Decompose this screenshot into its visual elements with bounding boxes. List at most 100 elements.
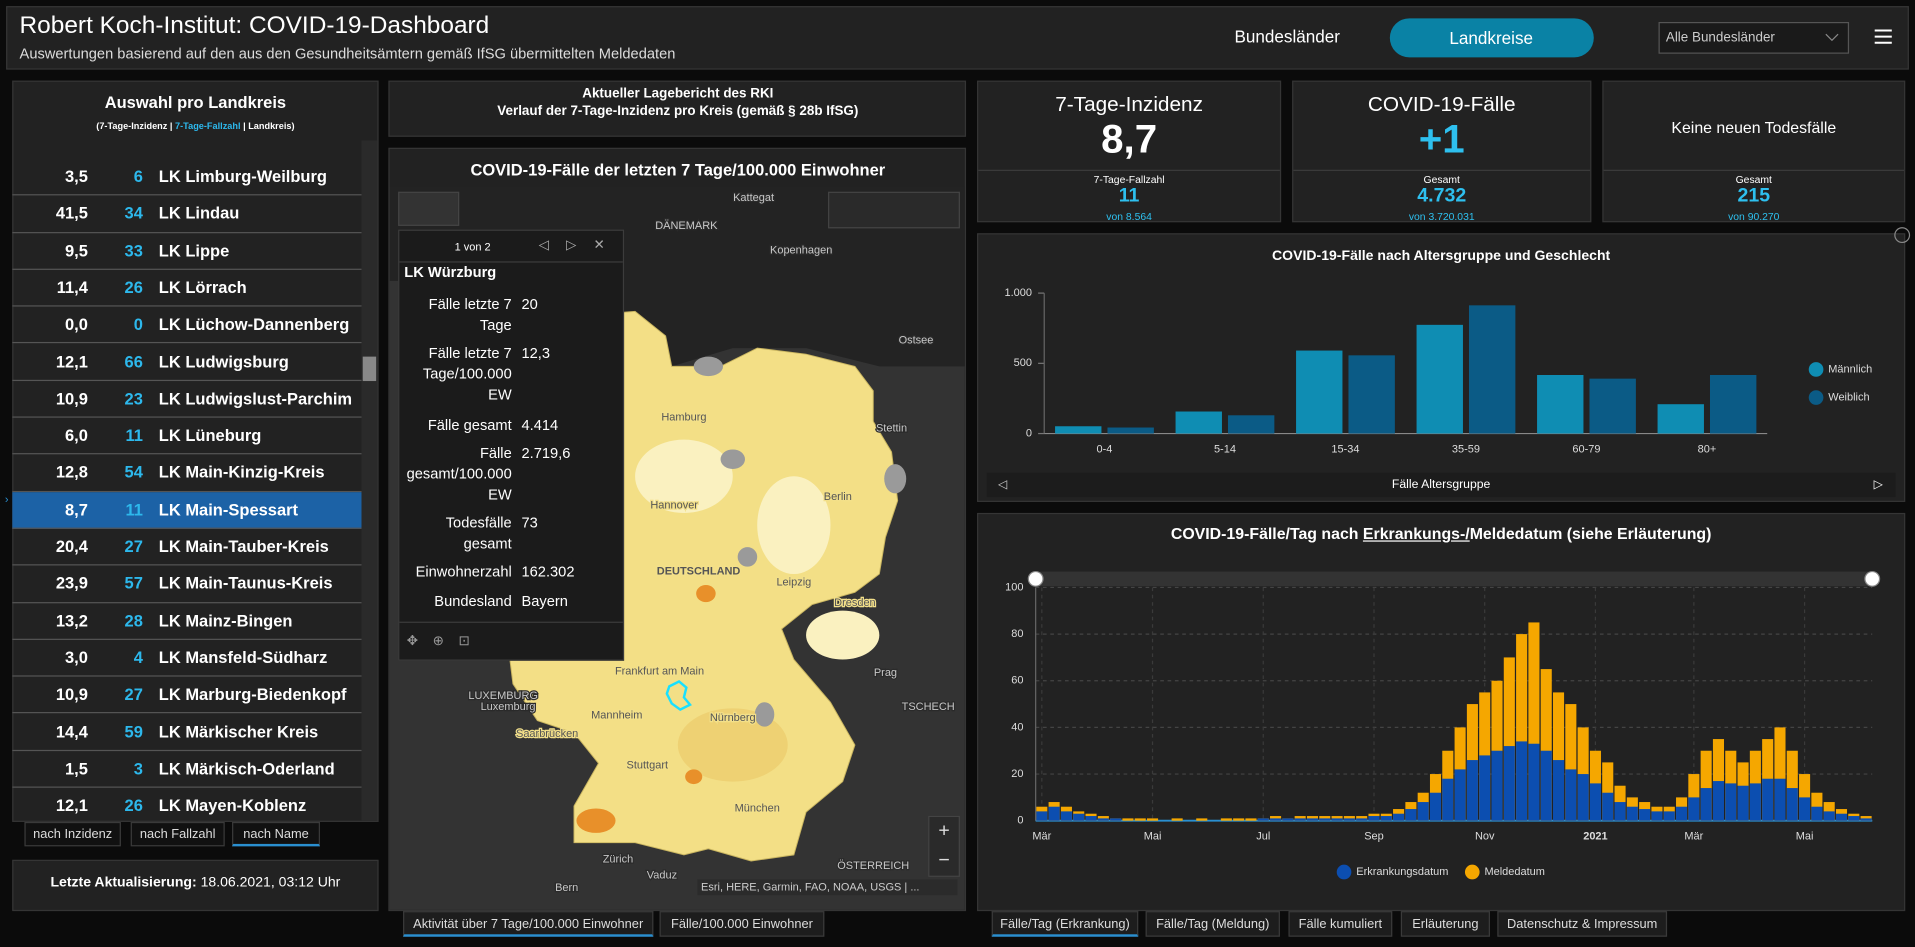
list-row[interactable]: 20,4 27 LK Main-Tauber-Kreis	[12, 529, 362, 566]
kpi-card: COVID-19-Fälle +1 Gesamt 4.732 von 3.720.031	[1292, 80, 1592, 223]
map-tab[interactable]: Aktivität über 7 Tage/100.000 Einwohner	[403, 911, 654, 937]
dropdown-arrow	[1825, 33, 1839, 42]
chart-tab[interactable]: Fälle kumuliert	[1288, 911, 1393, 937]
list-row[interactable]: 12,1 26 LK Mayen-Koblenz	[12, 788, 361, 821]
expand-icon[interactable]	[1894, 227, 1911, 244]
region-nodata	[693, 356, 724, 377]
tab[interactable]: Landkreise	[1449, 28, 1534, 48]
chart-tab[interactable]: Fälle/Tag (Erkrankung)	[991, 911, 1139, 937]
list-row[interactable]: 3,5 6 LK Limburg-Weilburg	[12, 159, 362, 196]
report-line[interactable]: Aktueller Lagebericht des RKI	[582, 86, 774, 102]
list-row[interactable]: 8,7 11 LK Main-Spessart	[12, 491, 362, 529]
row-incidence: 9,5	[64, 241, 88, 260]
list-row[interactable]: 10,9 27 LK Marburg-Biedenkopf	[12, 677, 362, 714]
popup-tools[interactable]: ✥⊕⊡	[406, 633, 485, 649]
row-name: LK Mainz-Bingen	[158, 611, 293, 630]
age-chart-panel	[977, 233, 1906, 502]
row-cases: 59	[124, 722, 143, 741]
report-panel	[388, 80, 967, 137]
map-label: DÄNEMARK	[655, 220, 718, 232]
list-row[interactable]: 6,0 11 LK Lüneburg	[12, 418, 362, 455]
scroll-thumb[interactable]	[362, 356, 377, 382]
district-list: 3,5 6 LK Limburg-Weilburg 41,5 34 LK Lindau 9,…	[12, 140, 362, 821]
legend-part: | Landkreis)	[243, 120, 295, 132]
row-incidence: 10,9	[55, 389, 88, 408]
map-toolbar[interactable]	[828, 191, 960, 229]
popup-nav[interactable]: ◁▷✕	[538, 238, 622, 253]
row-name: LK Märkischer Kreis	[158, 722, 319, 741]
row-incidence: 20,4	[55, 537, 88, 556]
region-high	[576, 808, 616, 833]
chart-tab[interactable]: Fälle/Tag (Meldung)	[1145, 911, 1280, 937]
scrollbar[interactable]	[361, 140, 378, 821]
chart-footer	[986, 472, 1896, 498]
scroll-left[interactable]: ◁	[997, 478, 1008, 492]
map-label: Prag	[874, 667, 897, 679]
kpi-sub-label: Gesamt	[1423, 173, 1460, 186]
popup-title: LK Würzburg	[404, 263, 497, 281]
list-row[interactable]: 1,5 3 LK Märkisch-Oderland	[12, 751, 362, 788]
legend-part: 7-Tage-Fallzahl	[175, 120, 241, 132]
kpi-value: 8,7	[1101, 116, 1158, 162]
row-name: LK Lüchow-Dannenberg	[158, 315, 350, 334]
map-label: ÖSTERREICH	[837, 860, 909, 872]
list-row[interactable]: 3,0 4 LK Mansfeld-Südharz	[12, 640, 362, 677]
update-label: Letzte Aktualisierung:	[50, 875, 197, 891]
list-row[interactable]: 12,8 54 LK Main-Kinzig-Kreis	[12, 455, 362, 492]
map-label: LUXEMBURG	[468, 690, 538, 702]
chart-tab[interactable]: Erläuterung	[1400, 911, 1490, 937]
map-label: Bern	[555, 882, 578, 894]
list-row[interactable]: 10,9 23 LK Ludwigslust-Parchim	[12, 381, 362, 418]
popup-divider	[399, 261, 623, 263]
page-title: Robert Koch-Institut: COVID-19-Dashboard	[19, 12, 490, 40]
tab[interactable]: Bundesländer	[1234, 26, 1341, 47]
sort-button[interactable]: nach Inzidenz	[24, 821, 121, 847]
map-label: Kopenhagen	[770, 244, 832, 256]
kpi-sub-note: von 8.564	[1106, 210, 1152, 223]
report-line[interactable]: Verlauf der 7-Tage-Inzidenz pro Kreis (g…	[497, 103, 859, 119]
row-cases: 3	[133, 759, 143, 778]
region-high	[685, 769, 703, 785]
kpi-sub-note: von 90.270	[1728, 210, 1780, 223]
scroll-right[interactable]: ▷	[1873, 478, 1884, 492]
district-panel	[12, 80, 379, 822]
row-name: LK Mansfeld-Südharz	[158, 648, 328, 667]
popup-pager: 1 von 2	[454, 240, 491, 253]
region-high	[696, 585, 716, 603]
field-value: 4.414	[521, 416, 559, 434]
sort-button[interactable]: nach Fallzahl	[130, 821, 225, 847]
map-label: Luxemburg	[481, 701, 536, 713]
title-part[interactable]: Erkrankungs-/	[1362, 524, 1470, 543]
kpi-value: +1	[1418, 116, 1465, 162]
popup-divider	[399, 621, 623, 623]
list-row[interactable]: 13,2 28 LK Mainz-Bingen	[12, 603, 362, 640]
list-row[interactable]: 0,0 0 LK Lüchow-Dannenberg	[12, 307, 362, 344]
row-cases: 34	[124, 204, 143, 223]
menu-icon[interactable]	[1873, 27, 1893, 47]
zoom-control[interactable]: + −	[928, 815, 960, 877]
chart-title: COVID-19-Fälle/Tag nach Erkrankungs-/Mel…	[1171, 525, 1712, 543]
list-row[interactable]: 23,9 57 LK Main-Taunus-Kreis	[12, 566, 362, 603]
row-incidence: 12,1	[55, 796, 88, 815]
map-tool-button[interactable]	[398, 191, 460, 226]
map-label: Frankfurt am Main	[615, 666, 704, 678]
list-row[interactable]: 11,4 26 LK Lörrach	[12, 270, 362, 307]
region	[806, 610, 880, 660]
list-row[interactable]: 12,1 66 LK Ludwigsburg	[12, 344, 362, 381]
chart-tab[interactable]: Datenschutz & Impressum	[1497, 911, 1668, 937]
list-row[interactable]: 41,5 34 LK Lindau	[12, 196, 362, 233]
map-tab[interactable]: Fälle/100.000 Einwohner	[659, 911, 825, 937]
dropdown[interactable]	[1658, 21, 1850, 54]
row-cases: 0	[133, 315, 143, 334]
list-row[interactable]: 9,5 33 LK Lippe	[12, 233, 362, 270]
sort-button[interactable]: nach Name	[232, 821, 320, 847]
list-row[interactable]: 14,4 59 LK Märkischer Kreis	[12, 714, 362, 751]
field-label: Fälle gesamt/100.000 EW	[406, 444, 512, 504]
row-cases: 11	[125, 426, 143, 445]
field-value: 162.302	[521, 563, 575, 581]
row-cases: 54	[124, 463, 143, 482]
tab-active-bg[interactable]	[1389, 18, 1594, 58]
field-label: Bundesland	[434, 592, 512, 610]
region	[757, 476, 831, 575]
map-label: Kattegat	[733, 192, 774, 204]
